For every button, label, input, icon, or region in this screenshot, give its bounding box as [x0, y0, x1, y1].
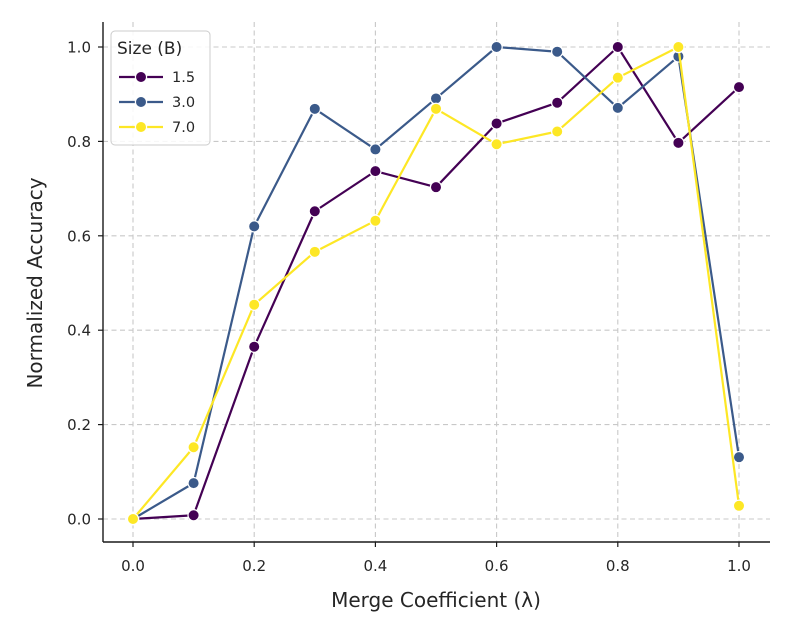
data-point — [126, 512, 140, 526]
data-point — [429, 92, 443, 105]
grid — [103, 22, 770, 542]
y-tick-label: 0.2 — [67, 416, 91, 434]
x-tick-label: 1.0 — [727, 557, 751, 575]
series-line — [131, 45, 741, 521]
data-point — [187, 509, 200, 522]
data-point — [611, 40, 625, 54]
x-tick-label: 0.2 — [242, 557, 266, 575]
y-axis-title: Normalized Accuracy — [23, 177, 47, 388]
legend-title: Size (B) — [117, 39, 182, 59]
series-7.0 — [126, 40, 746, 526]
data-point — [429, 180, 443, 194]
data-point — [247, 220, 261, 233]
y-tick-label: 0.6 — [67, 227, 91, 245]
x-tick-label: 0.4 — [363, 557, 387, 575]
legend-box — [110, 30, 211, 146]
data-point — [247, 340, 261, 353]
data-point — [187, 476, 200, 490]
series-3.0 — [126, 40, 746, 526]
data-point — [308, 205, 321, 218]
data-point — [551, 125, 564, 138]
y-tick-label: 0.0 — [67, 511, 91, 529]
data-point — [369, 164, 382, 178]
data-point — [369, 143, 382, 156]
data-point — [187, 441, 200, 454]
data-point — [490, 40, 503, 54]
data-point — [490, 117, 503, 130]
data-point — [672, 136, 685, 150]
x-tick-label: 0.8 — [606, 557, 630, 575]
x-axis-title: Merge Coefficient (λ) — [331, 588, 541, 612]
series-line — [131, 45, 741, 521]
y-tick-label: 0.8 — [67, 133, 91, 151]
data-point — [611, 71, 625, 84]
series-line — [131, 45, 741, 521]
data-point — [551, 45, 564, 58]
data-point — [308, 102, 321, 116]
data-point — [672, 40, 685, 54]
tick-labels: 0.0 0.2 0.4 0.6 0.8 1.0 0.0 0.2 0.4 0.6 0.8 1.0 — [67, 39, 751, 576]
legend: Size (B) 1.5 3.0 7.0 — [110, 30, 211, 146]
legend-marker — [134, 95, 148, 109]
data-point — [551, 96, 564, 109]
legend-label: 1.5 — [172, 70, 195, 86]
x-tick-label: 0.0 — [121, 557, 145, 575]
data-point — [732, 80, 746, 94]
legend-label: 7.0 — [172, 120, 195, 136]
data-point — [369, 214, 382, 227]
data-point — [429, 102, 443, 116]
data-point — [611, 101, 625, 115]
series-lines — [126, 40, 746, 526]
data-point — [732, 499, 746, 512]
legend-marker — [134, 70, 148, 84]
data-point — [490, 138, 503, 151]
x-tick-label: 0.6 — [485, 557, 509, 575]
y-tick-label: 0.4 — [67, 322, 91, 340]
legend-marker — [134, 120, 148, 134]
data-point — [308, 245, 321, 259]
legend-label: 3.0 — [172, 95, 195, 111]
y-tick-label: 1.0 — [67, 39, 91, 57]
data-point — [732, 450, 746, 464]
data-point — [247, 298, 261, 311]
axes — [98, 22, 770, 547]
